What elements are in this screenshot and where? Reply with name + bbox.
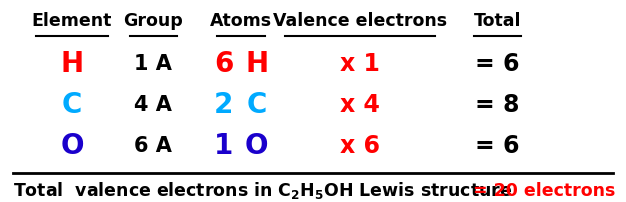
Text: H: H (61, 50, 83, 78)
Text: C: C (62, 91, 82, 119)
Text: Group: Group (123, 12, 183, 30)
Text: 1 A: 1 A (135, 54, 172, 74)
Text: x 4: x 4 (340, 93, 380, 117)
Text: O: O (60, 133, 84, 160)
Text: = 8: = 8 (475, 93, 520, 117)
Text: x 1: x 1 (340, 52, 380, 76)
Text: Element: Element (32, 12, 112, 30)
Text: C: C (247, 91, 267, 119)
Text: 2: 2 (214, 91, 233, 119)
Text: 6: 6 (214, 50, 233, 78)
Text: = 6: = 6 (475, 135, 520, 158)
Text: Atoms: Atoms (210, 12, 272, 30)
Text: = 6: = 6 (475, 52, 520, 76)
Text: 4 A: 4 A (135, 95, 172, 115)
Text: Valence electrons: Valence electrons (273, 12, 447, 30)
Text: 6 A: 6 A (135, 136, 172, 157)
Text: Total: Total (474, 12, 521, 30)
Text: H: H (245, 50, 268, 78)
Text: 1: 1 (214, 133, 233, 160)
Text: = 20 electrons: = 20 electrons (473, 182, 615, 200)
Text: Total  valence electrons in $\mathregular{C_2H_5}$OH Lewis structure: Total valence electrons in $\mathregular… (13, 180, 513, 201)
Text: x 6: x 6 (340, 135, 380, 158)
Text: O: O (245, 133, 269, 160)
